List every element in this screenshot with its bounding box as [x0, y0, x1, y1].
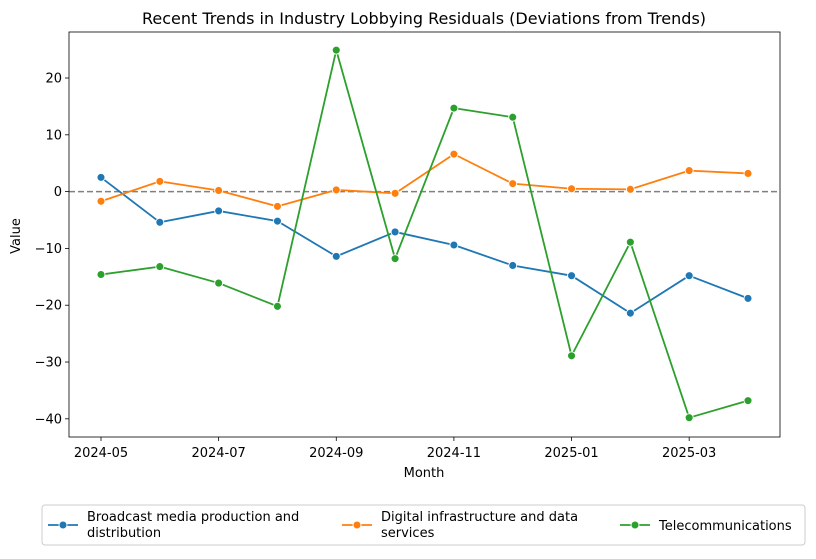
data-point [331, 185, 341, 195]
data-point [567, 184, 576, 194]
data-point [625, 237, 635, 247]
plot-area: −40 −30 −20 −10 0 10 20 2024-05 2024-07 2024-09 20… [35, 31, 781, 461]
data-point [155, 217, 165, 227]
data-point [273, 301, 282, 311]
data-point [743, 396, 753, 406]
data-point [273, 216, 282, 226]
plot-frame [68, 31, 781, 438]
y-tick-label: −40 [35, 412, 62, 427]
data-point [743, 293, 753, 303]
series-line [100, 153, 749, 208]
data-point [625, 184, 635, 194]
data-point [331, 45, 341, 55]
x-tick-label: 2024-05 [74, 446, 128, 461]
data-point [449, 149, 459, 159]
x-tick-label: 2024-11 [427, 446, 481, 461]
data-point [155, 176, 165, 186]
data-point [214, 186, 224, 195]
y-tick-label: 10 [45, 128, 62, 143]
data-point [273, 201, 282, 211]
data-point [684, 413, 694, 423]
y-tick-label: 0 [54, 185, 62, 200]
data-point [214, 278, 224, 288]
data-point [214, 206, 224, 216]
y-tick-label: −20 [35, 299, 62, 314]
x-tick-label: 2025-01 [544, 446, 598, 461]
legend-item: Broadcast media production and distributi… [48, 510, 299, 541]
data-point [449, 240, 459, 250]
legend-marker [352, 520, 362, 530]
x-tick-label: 2024-07 [191, 446, 245, 461]
legend-label: Broadcast media production and distributi… [87, 510, 299, 541]
legend-frame [41, 504, 806, 546]
chart-title: Recent Trends in Industry Lobbying Resid… [142, 9, 706, 28]
legend-item: Telecommunications [620, 519, 792, 534]
y-axis-label: Value [9, 218, 24, 254]
data-point [684, 271, 694, 281]
data-point [155, 262, 165, 272]
data-point [390, 254, 400, 264]
legend: Broadcast media production and distributi… [41, 504, 806, 546]
data-point [684, 166, 694, 176]
x-tick-label: 2025-03 [662, 446, 716, 461]
data-point [390, 188, 400, 198]
series-line [100, 176, 749, 315]
legend-label: Telecommunications [658, 519, 792, 534]
data-point [625, 308, 635, 318]
y-tick-label: 20 [45, 72, 62, 87]
y-tick-label: −30 [35, 356, 62, 371]
data-point [96, 172, 106, 182]
data-point [390, 227, 400, 237]
data-point [508, 112, 518, 122]
data-point [449, 103, 459, 113]
x-tick-label: 2024-09 [309, 446, 363, 461]
data-point [96, 270, 106, 279]
data-point [508, 179, 518, 189]
legend-marker [630, 520, 640, 530]
legend-item: Digital infrastructure and data services [342, 510, 578, 541]
legend-marker [58, 520, 68, 530]
legend-label: Digital infrastructure and data services [381, 510, 578, 541]
y-tick-label: −10 [35, 242, 62, 257]
data-point [567, 351, 576, 361]
data-point [508, 261, 518, 270]
series-2 [96, 149, 753, 211]
data-point [331, 251, 341, 261]
x-axis-label: Month [404, 466, 445, 481]
series-1 [96, 172, 753, 318]
data-point [96, 196, 106, 206]
data-point [743, 168, 753, 178]
series-line [100, 49, 749, 419]
data-point [567, 271, 576, 281]
series-3 [96, 45, 753, 423]
